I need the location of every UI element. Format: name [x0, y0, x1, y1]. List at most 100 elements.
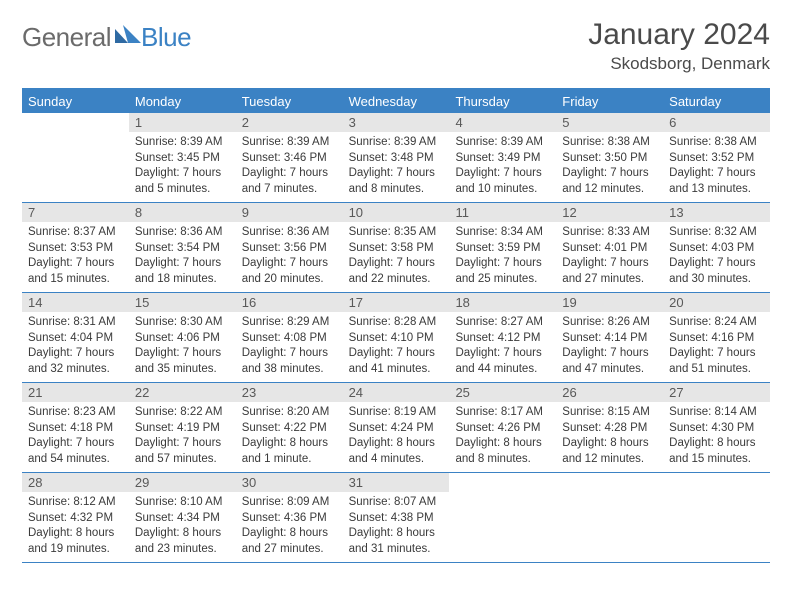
day-content: Sunrise: 8:27 AMSunset: 4:12 PMDaylight:… [449, 312, 556, 382]
sunrise-line: Sunrise: 8:07 AM [349, 495, 444, 511]
day-cell: 5Sunrise: 8:38 AMSunset: 3:50 PMDaylight… [556, 113, 663, 202]
day-content: Sunrise: 8:30 AMSunset: 4:06 PMDaylight:… [129, 312, 236, 382]
day-number: 2 [236, 113, 343, 132]
day-number: 12 [556, 203, 663, 222]
sunrise-line: Sunrise: 8:34 AM [455, 225, 550, 241]
sunset-line: Sunset: 4:28 PM [562, 421, 657, 437]
day-cell: 18Sunrise: 8:27 AMSunset: 4:12 PMDayligh… [449, 293, 556, 382]
sunset-line: Sunset: 4:04 PM [28, 331, 123, 347]
daylight-line2: and 13 minutes. [669, 182, 764, 198]
day-number: 4 [449, 113, 556, 132]
daylight-line1: Daylight: 7 hours [349, 256, 444, 272]
day-content: Sunrise: 8:28 AMSunset: 4:10 PMDaylight:… [343, 312, 450, 382]
daylight-line2: and 20 minutes. [242, 272, 337, 288]
day-cell: 13Sunrise: 8:32 AMSunset: 4:03 PMDayligh… [663, 203, 770, 292]
daylight-line2: and 4 minutes. [349, 452, 444, 468]
day-content: Sunrise: 8:24 AMSunset: 4:16 PMDaylight:… [663, 312, 770, 382]
sunrise-line: Sunrise: 8:15 AM [562, 405, 657, 421]
daylight-line2: and 32 minutes. [28, 362, 123, 378]
day-content: Sunrise: 8:39 AMSunset: 3:48 PMDaylight:… [343, 132, 450, 202]
day-number: 9 [236, 203, 343, 222]
weekday-header: Saturday [663, 90, 770, 113]
sunrise-line: Sunrise: 8:36 AM [135, 225, 230, 241]
day-number: 3 [343, 113, 450, 132]
header-right: January 2024 Skodsborg, Denmark [588, 18, 770, 74]
daylight-line2: and 15 minutes. [669, 452, 764, 468]
sunset-line: Sunset: 4:01 PM [562, 241, 657, 257]
day-content: Sunrise: 8:37 AMSunset: 3:53 PMDaylight:… [22, 222, 129, 292]
daylight-line1: Daylight: 7 hours [28, 436, 123, 452]
sunrise-line: Sunrise: 8:12 AM [28, 495, 123, 511]
day-content: Sunrise: 8:07 AMSunset: 4:38 PMDaylight:… [343, 492, 450, 562]
sunrise-line: Sunrise: 8:37 AM [28, 225, 123, 241]
daylight-line2: and 22 minutes. [349, 272, 444, 288]
daylight-line2: and 57 minutes. [135, 452, 230, 468]
sunset-line: Sunset: 4:32 PM [28, 511, 123, 527]
daylight-line1: Daylight: 8 hours [135, 526, 230, 542]
day-cell: 9Sunrise: 8:36 AMSunset: 3:56 PMDaylight… [236, 203, 343, 292]
daylight-line2: and 5 minutes. [135, 182, 230, 198]
day-cell: 17Sunrise: 8:28 AMSunset: 4:10 PMDayligh… [343, 293, 450, 382]
day-number: 19 [556, 293, 663, 312]
sunrise-line: Sunrise: 8:23 AM [28, 405, 123, 421]
day-cell: 3Sunrise: 8:39 AMSunset: 3:48 PMDaylight… [343, 113, 450, 202]
weekday-header: Monday [129, 90, 236, 113]
week-row: 1Sunrise: 8:39 AMSunset: 3:45 PMDaylight… [22, 113, 770, 203]
day-number: 6 [663, 113, 770, 132]
day-number: 7 [22, 203, 129, 222]
daylight-line1: Daylight: 7 hours [242, 256, 337, 272]
day-number: 20 [663, 293, 770, 312]
day-cell: 31Sunrise: 8:07 AMSunset: 4:38 PMDayligh… [343, 473, 450, 562]
sunrise-line: Sunrise: 8:28 AM [349, 315, 444, 331]
day-cell: 7Sunrise: 8:37 AMSunset: 3:53 PMDaylight… [22, 203, 129, 292]
day-number: 14 [22, 293, 129, 312]
sunset-line: Sunset: 3:53 PM [28, 241, 123, 257]
daylight-line1: Daylight: 7 hours [135, 256, 230, 272]
day-cell: 15Sunrise: 8:30 AMSunset: 4:06 PMDayligh… [129, 293, 236, 382]
week-row: 28Sunrise: 8:12 AMSunset: 4:32 PMDayligh… [22, 473, 770, 563]
weekday-header: Thursday [449, 90, 556, 113]
day-cell: 28Sunrise: 8:12 AMSunset: 4:32 PMDayligh… [22, 473, 129, 562]
day-cell: 12Sunrise: 8:33 AMSunset: 4:01 PMDayligh… [556, 203, 663, 292]
sunset-line: Sunset: 3:50 PM [562, 151, 657, 167]
logo-word2: Blue [141, 22, 191, 53]
daylight-line2: and 27 minutes. [562, 272, 657, 288]
daylight-line2: and 23 minutes. [135, 542, 230, 558]
sunrise-line: Sunrise: 8:39 AM [135, 135, 230, 151]
daylight-line1: Daylight: 7 hours [28, 256, 123, 272]
day-number: 13 [663, 203, 770, 222]
day-content: Sunrise: 8:32 AMSunset: 4:03 PMDaylight:… [663, 222, 770, 292]
sunset-line: Sunset: 3:58 PM [349, 241, 444, 257]
day-content: Sunrise: 8:20 AMSunset: 4:22 PMDaylight:… [236, 402, 343, 472]
daylight-line1: Daylight: 7 hours [349, 166, 444, 182]
daylight-line2: and 30 minutes. [669, 272, 764, 288]
sunrise-line: Sunrise: 8:30 AM [135, 315, 230, 331]
daylight-line2: and 18 minutes. [135, 272, 230, 288]
daylight-line2: and 51 minutes. [669, 362, 764, 378]
day-number: 18 [449, 293, 556, 312]
day-cell [449, 473, 556, 562]
daylight-line1: Daylight: 7 hours [562, 256, 657, 272]
sunrise-line: Sunrise: 8:38 AM [562, 135, 657, 151]
daylight-line1: Daylight: 8 hours [349, 526, 444, 542]
daylight-line2: and 31 minutes. [349, 542, 444, 558]
daylight-line2: and 8 minutes. [349, 182, 444, 198]
sunrise-line: Sunrise: 8:39 AM [242, 135, 337, 151]
header: General Blue January 2024 Skodsborg, Den… [22, 18, 770, 74]
weekday-header: Tuesday [236, 90, 343, 113]
sunrise-line: Sunrise: 8:38 AM [669, 135, 764, 151]
sunset-line: Sunset: 3:54 PM [135, 241, 230, 257]
sunrise-line: Sunrise: 8:39 AM [455, 135, 550, 151]
daylight-line1: Daylight: 7 hours [135, 166, 230, 182]
daylight-line2: and 1 minute. [242, 452, 337, 468]
day-cell: 2Sunrise: 8:39 AMSunset: 3:46 PMDaylight… [236, 113, 343, 202]
sunset-line: Sunset: 3:52 PM [669, 151, 764, 167]
day-number: 27 [663, 383, 770, 402]
day-cell: 19Sunrise: 8:26 AMSunset: 4:14 PMDayligh… [556, 293, 663, 382]
day-cell: 6Sunrise: 8:38 AMSunset: 3:52 PMDaylight… [663, 113, 770, 202]
daylight-line1: Daylight: 7 hours [455, 256, 550, 272]
day-cell: 16Sunrise: 8:29 AMSunset: 4:08 PMDayligh… [236, 293, 343, 382]
day-content: Sunrise: 8:19 AMSunset: 4:24 PMDaylight:… [343, 402, 450, 472]
daylight-line1: Daylight: 7 hours [242, 166, 337, 182]
day-content: Sunrise: 8:34 AMSunset: 3:59 PMDaylight:… [449, 222, 556, 292]
